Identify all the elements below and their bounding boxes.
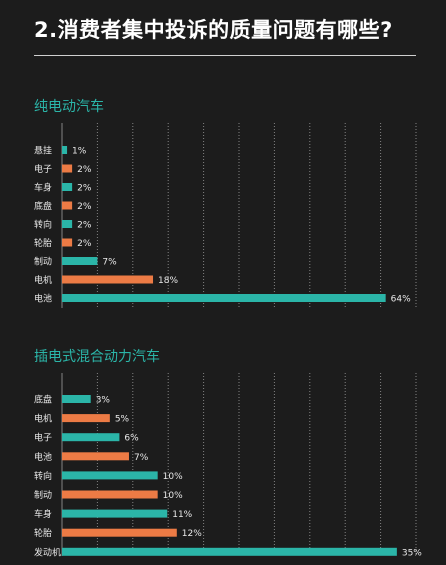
title-divider <box>34 55 416 56</box>
bar <box>62 146 68 154</box>
category-label: 电池 <box>34 293 52 305</box>
category-label: 电池 <box>34 451 52 463</box>
category-label: 发动机 <box>34 546 61 558</box>
bar <box>62 294 386 302</box>
bar <box>62 452 129 461</box>
value-label: 11% <box>172 510 192 520</box>
chart-phev: 底盘 3% 电机 5% 电子 6% 电池 7% 转向 10% 制动 10% 车身 11% 轮胎 12% 发动机 3… <box>34 373 422 558</box>
category-label: 悬挂 <box>34 145 52 157</box>
category-label: 轮胎 <box>34 527 52 539</box>
category-label: 转向 <box>34 470 52 482</box>
bar <box>62 490 158 499</box>
category-label: 车身 <box>34 182 52 194</box>
section-title-bev: 纯电动汽车 <box>34 99 104 115</box>
value-label: 2% <box>77 165 92 175</box>
category-label: 车身 <box>34 508 52 520</box>
value-label: 2% <box>77 239 92 249</box>
value-label: 3% <box>96 396 111 406</box>
bar <box>62 201 73 210</box>
value-label: 2% <box>77 184 92 194</box>
value-label: 10% <box>163 491 183 501</box>
category-label: 底盘 <box>34 200 52 212</box>
value-label: 2% <box>77 221 92 231</box>
chart-bev: 悬挂 1% 电子 2% 车身 2% 底盘 2% 转向 2% 轮胎 2% 制动 7% 电机 18% 电池 64% <box>34 123 417 308</box>
category-label: 制动 <box>34 256 52 268</box>
value-label: 1% <box>72 147 87 157</box>
bar <box>62 238 73 247</box>
value-label: 7% <box>134 453 149 463</box>
bar <box>62 471 158 480</box>
category-label: 转向 <box>34 219 52 231</box>
value-label: 35% <box>402 548 422 558</box>
value-label: 2% <box>77 202 92 212</box>
page-title: 2.消费者集中投诉的质量问题有哪些? <box>34 18 393 42</box>
value-label: 6% <box>124 434 139 444</box>
bar <box>62 183 73 191</box>
bar <box>62 164 73 173</box>
category-label: 电机 <box>34 274 52 286</box>
value-label: 7% <box>102 258 117 268</box>
section-title-phev: 插电式混合动力汽车 <box>34 349 160 365</box>
category-label: 电子 <box>34 163 52 175</box>
bar <box>62 395 91 403</box>
bar <box>62 433 120 442</box>
bar <box>62 275 154 284</box>
category-label: 轮胎 <box>34 237 52 249</box>
value-label: 64% <box>391 295 411 305</box>
value-label: 18% <box>158 276 178 286</box>
value-label: 5% <box>115 415 130 425</box>
category-label: 底盘 <box>34 394 52 406</box>
category-label: 电子 <box>34 432 52 444</box>
bar <box>62 528 177 537</box>
bar <box>62 509 168 518</box>
value-label: 10% <box>163 472 183 482</box>
category-label: 电机 <box>34 413 52 425</box>
bar <box>62 220 73 228</box>
bar <box>62 414 110 423</box>
category-label: 制动 <box>34 489 52 501</box>
bar <box>62 257 98 265</box>
bar <box>62 547 397 556</box>
value-label: 12% <box>182 529 202 539</box>
